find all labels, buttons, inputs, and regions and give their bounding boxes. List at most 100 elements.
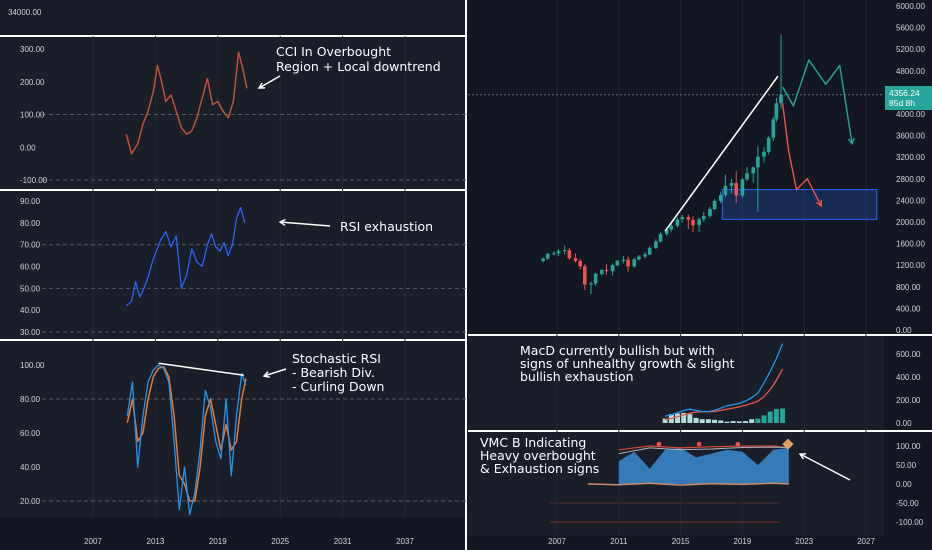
cci-annotation-arrow xyxy=(258,75,281,89)
candle-body xyxy=(740,179,745,196)
candle-body xyxy=(664,229,669,234)
projection-trend xyxy=(664,75,779,232)
price-tick-label: 2800.00 xyxy=(896,175,925,184)
stoch-k-line xyxy=(126,364,247,516)
x-tick-label: 2023 xyxy=(795,537,813,546)
vmc-tick-label: 50.00 xyxy=(896,461,917,470)
candle-body xyxy=(718,195,723,201)
macd-histogram-bar xyxy=(712,419,718,423)
candle-body xyxy=(779,94,783,104)
candle-body xyxy=(610,265,615,272)
projection-arrowhead xyxy=(847,137,855,146)
stoch-annotation: Stochastic RSI - Bearish Div. - Curling … xyxy=(292,351,384,394)
top-pane-label: 34000.00 xyxy=(8,8,42,17)
candle-body xyxy=(647,247,652,255)
price-tick-label: 3200.00 xyxy=(896,153,925,162)
marks-layer xyxy=(125,34,878,516)
candle-body xyxy=(545,253,550,259)
candle-body xyxy=(626,259,630,267)
y-tick-label: 50.00 xyxy=(20,284,41,293)
candle-body xyxy=(697,219,701,226)
cci-pane xyxy=(0,36,466,190)
x-tick-label: 2007 xyxy=(84,537,102,546)
candle-body xyxy=(762,151,766,157)
macd-line xyxy=(664,343,784,417)
macd-histogram-bar xyxy=(724,421,730,423)
vmc-wave-area xyxy=(618,447,789,484)
grid-layer xyxy=(42,0,884,536)
candle-body xyxy=(686,217,691,220)
macd-tick-label: 200.00 xyxy=(896,396,921,405)
candle-body xyxy=(632,259,637,267)
support-zone xyxy=(721,189,878,220)
macd-annotation-line: MacD currently bullish but with xyxy=(520,343,715,358)
macd-histogram-bar xyxy=(718,420,724,423)
candle-body xyxy=(756,156,760,168)
x-tick-label: 2015 xyxy=(672,537,690,546)
candle-body xyxy=(615,260,620,266)
stoch-divergence-line xyxy=(158,362,244,376)
stoch-annotation-line: - Curling Down xyxy=(292,379,384,394)
current-price-label: 4356.24 85d 8h xyxy=(885,86,932,110)
left-time-axis xyxy=(0,517,466,550)
price-tick-label: 400.00 xyxy=(896,304,921,313)
rsi-pane xyxy=(0,190,466,340)
price-tick-label: 3600.00 xyxy=(896,132,925,141)
candle-body xyxy=(604,270,609,272)
y-tick-label: 20.00 xyxy=(20,497,41,506)
candle-body xyxy=(691,219,695,226)
rsi-annotation-arrow xyxy=(279,221,331,227)
cci-annotation-arrow-head xyxy=(257,82,266,89)
vmc-tick-label: -100.00 xyxy=(896,518,924,527)
y-tick-label: 200.00 xyxy=(20,78,45,87)
vmc-money-flow xyxy=(587,482,789,486)
candle-body xyxy=(567,250,572,259)
y-tick-label: 60.00 xyxy=(20,429,41,438)
price-tick-label: 4000.00 xyxy=(896,110,925,119)
candle-body xyxy=(675,219,680,226)
price-tick-label: 6000.00 xyxy=(896,2,925,11)
macd-tick-label: 600.00 xyxy=(896,350,921,359)
macd-histogram-bar xyxy=(662,418,668,423)
candle-body xyxy=(573,258,578,261)
macd-annotation: MacD currently bullish but with signs of… xyxy=(520,343,735,384)
vmc-annotation: VMC B Indicating Heavy overbought & Exha… xyxy=(480,435,599,476)
macd-histogram-bar xyxy=(699,419,705,423)
y-tick-label: 30.00 xyxy=(20,328,41,337)
candle-body xyxy=(583,266,587,285)
vmc-annotation-arrow xyxy=(799,453,851,481)
y-tick-label: 40.00 xyxy=(20,306,41,315)
macd-histogram-bar xyxy=(761,415,767,423)
vmc-annotation-line: & Exhaustion signs xyxy=(480,461,599,476)
x-tick-label: 2025 xyxy=(271,537,289,546)
stoch-annotation-arrow xyxy=(263,368,287,377)
macd-histogram-bar xyxy=(742,421,748,423)
price-label-value: 4356.24 xyxy=(889,88,920,98)
rsi-annotation-arrow-head xyxy=(278,218,286,226)
price-label-countdown: 85d 8h xyxy=(889,98,915,108)
vmc-diamond xyxy=(782,438,794,450)
x-tick-label: 2027 xyxy=(857,537,875,546)
candle-body xyxy=(658,233,663,242)
price-tick-label: 0.00 xyxy=(896,326,912,335)
price-tick-label: 4800.00 xyxy=(896,67,925,76)
x-tick-label: 2019 xyxy=(209,537,227,546)
candle-body xyxy=(621,259,626,261)
vmc-sell-dot xyxy=(656,441,662,447)
x-tick-label: 2037 xyxy=(396,537,414,546)
macd-histogram-bar xyxy=(780,408,786,423)
cci-annotation: CCI In Overbought Region + Local downtre… xyxy=(276,44,441,74)
y-tick-label: 80.00 xyxy=(20,395,41,404)
candle-body xyxy=(637,256,641,260)
price-pane xyxy=(468,0,884,334)
candle-body xyxy=(751,167,756,174)
y-tick-label: 60.00 xyxy=(20,263,41,272)
vmc-annotation-arrow-head xyxy=(798,453,807,460)
stoch-annotation-line: Stochastic RSI xyxy=(292,351,381,366)
y-tick-label: 100.00 xyxy=(20,361,45,370)
candle-body xyxy=(589,283,593,285)
candle-body xyxy=(766,137,771,152)
price-tick-label: 1200.00 xyxy=(896,261,925,270)
macd-histogram-bar xyxy=(730,421,736,423)
candle-body xyxy=(734,183,739,196)
